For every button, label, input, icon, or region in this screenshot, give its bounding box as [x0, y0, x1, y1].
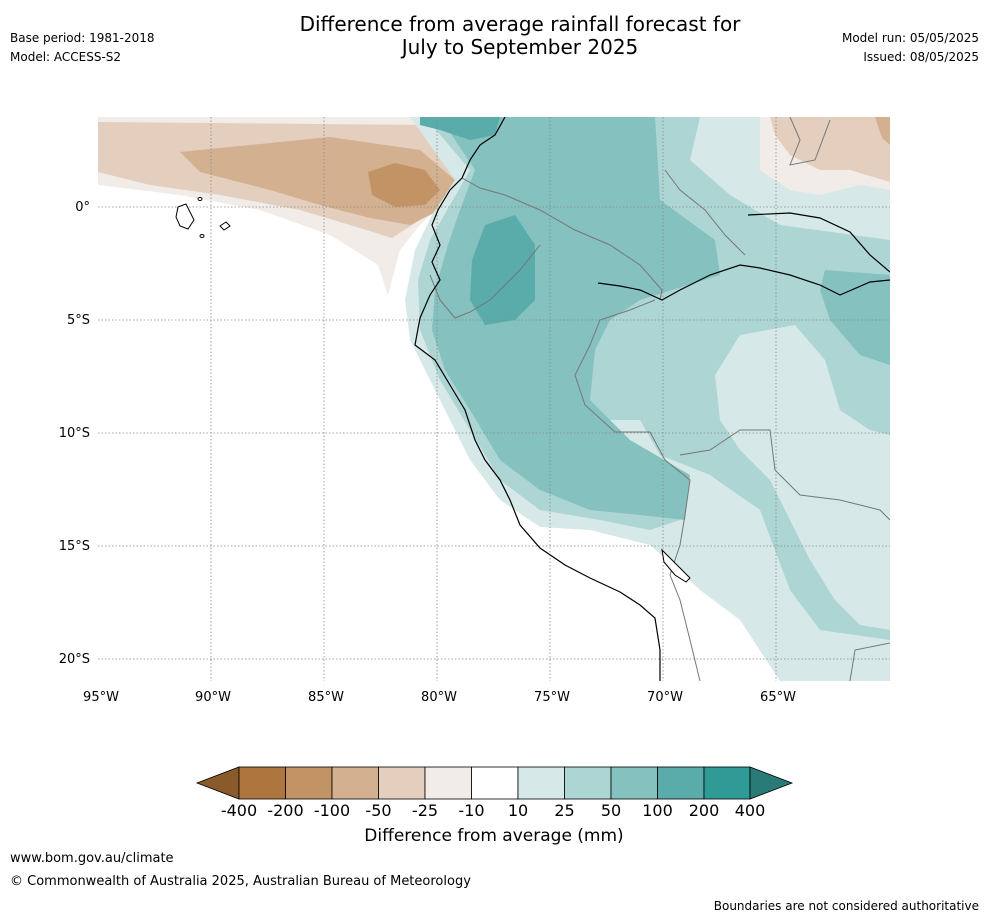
coastline — [414, 117, 890, 681]
colorbar-title: Difference from average (mm) — [364, 826, 624, 846]
lon-tick: 90°W — [195, 690, 231, 705]
colorbar-tick: 100 — [642, 801, 673, 820]
colorbar-tick: 200 — [689, 801, 720, 820]
lon-tick: 80°W — [421, 690, 457, 705]
dry-region-m200 — [368, 163, 440, 207]
wet-region-p100 — [470, 215, 535, 325]
meta-right: Model run: 05/05/2025 Issued: 08/05/2025 — [842, 29, 979, 67]
amazon-river — [597, 264, 890, 301]
dry-region-east-m50 — [770, 117, 890, 182]
colorbar-arrow-low — [195, 766, 240, 800]
meta-left: Base period: 1981-2018 Model: ACCESS-S2 — [10, 29, 155, 67]
lon-ticks: 95°W 90°W 85°W 80°W 75°W 70°W 65°W — [83, 690, 796, 705]
base-period: Base period: 1981-2018 — [10, 31, 155, 45]
colorbar — [195, 766, 794, 800]
model-run-date: Model run: 05/05/2025 — [841, 31, 979, 45]
lat-tick: 20°S — [59, 652, 90, 667]
border-paraguay — [849, 642, 890, 681]
wet-region-p100-north — [420, 117, 500, 140]
model-name: Model: ACCESS-S2 — [10, 50, 122, 64]
map-panel — [98, 117, 890, 681]
island-floreana — [199, 234, 205, 238]
border-colombia-ecuador-peru — [461, 177, 663, 301]
island-santa-cruz — [219, 221, 231, 231]
border-peru-brazil — [574, 299, 656, 433]
wet-region-east-p10 — [715, 325, 890, 630]
dry-region-m100 — [180, 137, 455, 225]
lat-tick: 0° — [75, 200, 90, 215]
coastline-west — [414, 117, 661, 681]
website-link[interactable]: www.bom.gov.au/climate — [10, 851, 174, 866]
lon-tick: 75°W — [534, 690, 570, 705]
colorbar-tick: -400 — [221, 801, 257, 820]
copyright-text: © Commonwealth of Australia 2025, Austra… — [10, 874, 471, 889]
colorbar-bin — [703, 766, 751, 800]
colorbar-arrow-high — [749, 766, 794, 800]
border-venezuela-guyana — [789, 117, 831, 166]
colorbar-tick: 400 — [735, 801, 766, 820]
lon-tick: 70°W — [647, 690, 683, 705]
colorbar-bin — [285, 766, 333, 800]
lon-tick: 95°W — [83, 690, 119, 705]
colorbar-bin — [610, 766, 658, 800]
colorbar-bin — [564, 766, 612, 800]
colorbar-ticks: -400 -200 -100 -50 -25 -10 10 25 50 100 … — [221, 801, 765, 820]
lon-tick: 85°W — [308, 690, 344, 705]
gridlines — [98, 117, 890, 681]
colorbar-tick: -100 — [314, 801, 350, 820]
rio-negro — [747, 212, 890, 273]
colorbar-tick: -200 — [267, 801, 303, 820]
colorbar-tick: 10 — [508, 801, 528, 820]
lat-tick: 15°S — [59, 539, 90, 554]
wet-region-p50 — [432, 117, 720, 520]
country-borders — [429, 117, 890, 681]
border-colombia-brazil — [664, 169, 746, 256]
colorbar-bin — [471, 766, 519, 800]
colorbar-bin — [424, 766, 472, 800]
colorbar-tick: 50 — [601, 801, 621, 820]
border-bolivia-brazil — [679, 429, 890, 521]
lake-titicaca — [661, 548, 691, 583]
colorbar-bin — [238, 766, 286, 800]
dry-region-east-m100 — [875, 117, 890, 145]
colorbar-tick: -50 — [365, 801, 391, 820]
colorbar-tick: -25 — [412, 801, 438, 820]
border-peru-bolivia — [649, 431, 701, 681]
colorbar-bin — [378, 766, 426, 800]
colorbar-tick: -10 — [458, 801, 484, 820]
title-line-1: Difference from average rainfall forecas… — [299, 12, 741, 36]
lon-tick: 65°W — [760, 690, 796, 705]
colorbar-tick: 25 — [554, 801, 574, 820]
colorbar-bin — [331, 766, 379, 800]
disclaimer-text: Boundaries are not considered authoritat… — [713, 899, 979, 913]
page-title: Difference from average rainfall forecas… — [220, 13, 820, 59]
border-ecuador-peru — [429, 244, 541, 319]
title-line-2: July to September 2025 — [401, 35, 639, 59]
galapagos-islands — [175, 197, 231, 238]
island-pinta — [197, 197, 203, 201]
colorbar-bin — [657, 766, 705, 800]
island-isabela — [175, 203, 195, 230]
lat-ticks: 0° 5°S 10°S 15°S 20°S — [59, 200, 90, 667]
issued-date: Issued: 08/05/2025 — [863, 50, 979, 64]
lat-tick: 10°S — [59, 426, 90, 441]
lat-tick: 5°S — [67, 313, 90, 328]
colorbar-bin — [517, 766, 565, 800]
